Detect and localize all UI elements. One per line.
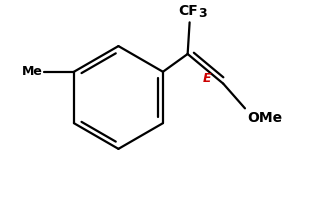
Text: 3: 3 bbox=[198, 7, 207, 20]
Text: CF: CF bbox=[178, 4, 197, 18]
Text: OMe: OMe bbox=[247, 111, 282, 125]
Text: E: E bbox=[203, 72, 212, 85]
Text: Me: Me bbox=[21, 65, 42, 78]
